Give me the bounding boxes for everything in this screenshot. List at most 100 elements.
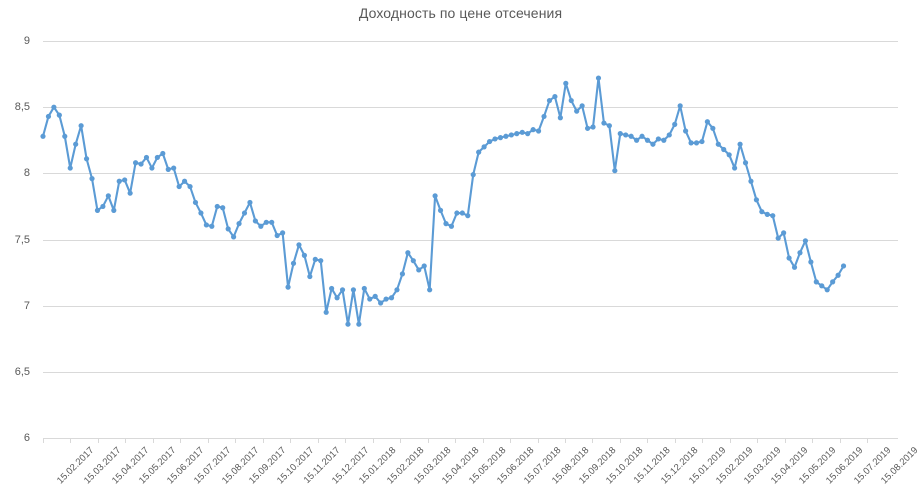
data-point: [693, 140, 700, 146]
gridline: [43, 371, 898, 373]
data-point: [252, 218, 258, 224]
data-point: [503, 133, 509, 139]
data-point: [116, 178, 122, 184]
data-point: [476, 149, 482, 155]
data-point: [830, 279, 836, 285]
data-point: [541, 113, 547, 120]
data-point: [56, 112, 62, 118]
data-point: [89, 176, 95, 182]
gridline: [43, 41, 898, 42]
data-point: [601, 120, 607, 126]
data-point: [367, 296, 373, 302]
data-point: [840, 263, 847, 269]
x-axis-tick-mark: [565, 438, 566, 443]
data-point: [192, 199, 199, 206]
data-point: [802, 238, 809, 244]
data-point: [443, 221, 449, 227]
gridline: [43, 305, 898, 307]
x-axis-tick-mark: [317, 438, 319, 443]
data-point: [51, 104, 57, 110]
data-point: [644, 137, 651, 143]
data-point: [220, 205, 226, 211]
data-point: [122, 177, 128, 183]
data-point: [339, 287, 346, 293]
data-point: [568, 97, 574, 104]
x-axis-tick-mark: [647, 438, 649, 443]
data-point: [623, 132, 629, 138]
x-axis-tick-mark: [372, 438, 374, 443]
data-point: [100, 203, 106, 210]
data-point: [45, 113, 52, 120]
data-point: [214, 203, 220, 210]
data-point: [399, 271, 406, 277]
data-point: [432, 193, 438, 199]
data-point: [334, 295, 340, 301]
data-point: [726, 152, 732, 158]
y-axis-tick-label: 6,5: [14, 365, 30, 378]
y-axis-tick-label: 8: [23, 167, 30, 180]
x-axis-tick-mark: [235, 438, 237, 443]
data-point: [666, 132, 672, 138]
x-axis-tick-mark: [43, 438, 44, 443]
data-point: [508, 132, 514, 138]
data-point: [764, 211, 770, 217]
data-point: [835, 272, 841, 278]
x-axis-tick-mark: [729, 438, 731, 443]
data-point: [394, 287, 400, 293]
data-point: [683, 128, 689, 134]
data-line-series-1: [41, 77, 845, 326]
data-point: [759, 209, 765, 215]
data-point: [236, 221, 242, 227]
data-point: [285, 284, 291, 290]
data-point: [661, 137, 667, 143]
gridline: [43, 107, 898, 109]
data-point: [127, 190, 133, 196]
x-axis-tick-mark: [619, 438, 621, 443]
data-point: [187, 183, 193, 190]
x-axis-tick-mark: [400, 438, 402, 443]
data-point: [530, 127, 536, 133]
data-point: [181, 178, 188, 184]
data-point: [73, 141, 79, 147]
chart-title: Доходность по цене отсечения: [358, 5, 563, 21]
data-point: [78, 123, 84, 129]
data-point: [427, 287, 433, 293]
x-axis-tick-mark: [455, 438, 457, 443]
x-axis-tick-mark: [784, 438, 786, 443]
data-point: [677, 103, 683, 109]
y-axis-tick-label: 7: [23, 299, 30, 312]
data-point: [579, 103, 585, 109]
data-point: [650, 141, 656, 147]
data-point: [813, 279, 819, 285]
data-point: [546, 97, 553, 104]
data-point: [470, 172, 476, 178]
data-point: [94, 207, 101, 213]
x-axis-tick-mark: [427, 438, 429, 443]
data-point: [824, 287, 830, 293]
x-axis-tick-mark: [839, 438, 841, 443]
data-point: [312, 256, 318, 262]
x-axis-tick-mark: [674, 438, 676, 443]
data-point: [225, 226, 231, 232]
data-point: [290, 260, 297, 266]
data-point: [672, 121, 678, 127]
x-axis-tick-mark: [97, 438, 99, 443]
data-point: [525, 131, 531, 137]
data-point: [819, 283, 825, 289]
data-point: [497, 135, 504, 141]
data-point: [699, 138, 705, 145]
data-point: [753, 197, 760, 203]
data-point: [786, 255, 792, 261]
data-point: [198, 210, 204, 216]
data-point: [209, 223, 215, 229]
data-point: [704, 119, 710, 125]
data-point: [595, 75, 602, 81]
y-axis-tick-label: 6: [23, 432, 30, 444]
y-axis-tick-label: 9: [23, 35, 30, 47]
data-point: [710, 125, 716, 131]
data-point: [791, 264, 798, 270]
x-axis-tick-mark: [70, 438, 72, 443]
data-point: [361, 285, 367, 292]
data-point: [388, 295, 395, 301]
